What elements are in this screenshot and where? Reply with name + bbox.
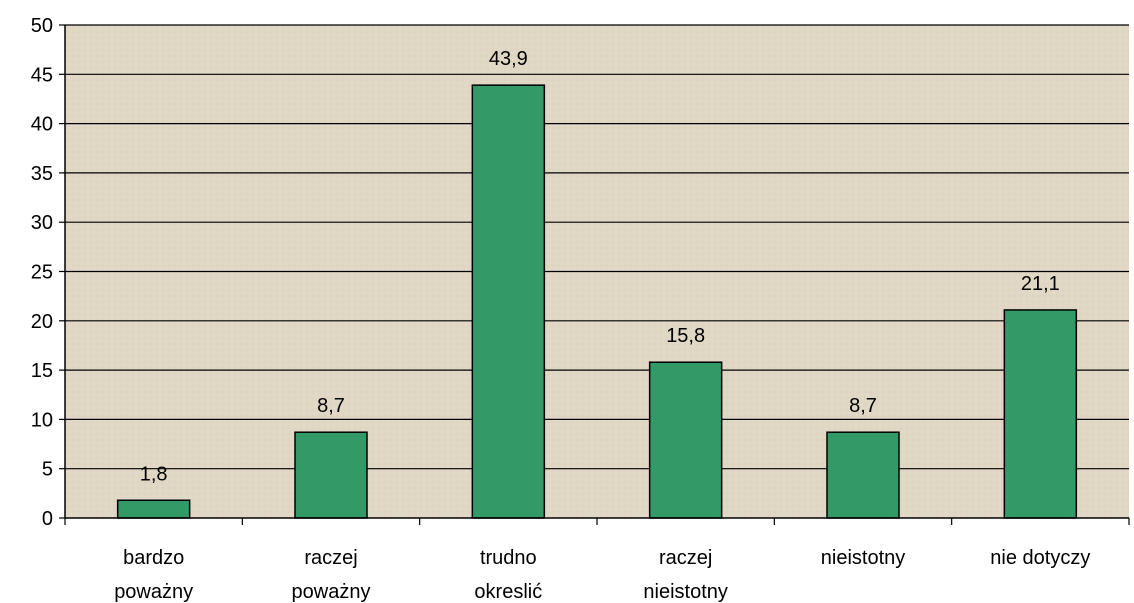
x-category-label-line: poważny [292, 581, 371, 603]
y-tick-label: 10 [31, 409, 53, 431]
x-category-label: nieistotny [821, 547, 906, 569]
y-tick-label: 45 [31, 64, 53, 86]
y-tick-label: 15 [31, 360, 53, 382]
bar [116, 499, 191, 519]
data-label: 15,8 [666, 325, 705, 347]
x-category-label-line: bardzo [123, 547, 184, 569]
y-tick-label: 50 [31, 15, 53, 37]
bar [826, 431, 900, 519]
y-tick-label: 30 [31, 212, 53, 234]
y-tick-label: 40 [31, 114, 53, 136]
bar [648, 361, 723, 519]
data-labels: 1,8 8,7 43,9 15,8 8,7 21,1 [140, 48, 1060, 485]
gridlines [65, 24, 1129, 470]
x-category-label-line: raczej [304, 547, 357, 569]
x-category-label-line: raczej [659, 547, 712, 569]
data-label: 43,9 [489, 48, 528, 70]
data-label: 1,8 [140, 463, 168, 485]
data-label: 21,1 [1021, 273, 1060, 295]
bars [116, 84, 1078, 519]
y-tick-label: 20 [31, 311, 53, 333]
bar [294, 431, 368, 519]
x-axis-labels: bardzo poważny raczej poważny trudno okreslić… [114, 547, 1090, 603]
x-category-label: trudno okreslić [474, 547, 542, 603]
bar [471, 84, 546, 519]
x-category-label-line: okreslić [474, 581, 542, 603]
x-category-label-line: nieistotny [643, 581, 728, 603]
y-tick-label: 35 [31, 163, 53, 185]
data-label: 8,7 [849, 395, 877, 417]
y-axis-ticks: 0 5 10 15 20 25 30 35 40 45 50 [31, 15, 65, 530]
x-category-label-line: trudno [480, 547, 537, 569]
x-category-label-line: nie dotyczy [990, 547, 1090, 569]
x-category-label: raczej poważny [292, 547, 371, 603]
bar [1003, 309, 1078, 519]
x-category-label-line: nieistotny [821, 547, 906, 569]
y-tick-label: 0 [42, 508, 53, 530]
y-tick-label: 25 [31, 262, 53, 284]
x-category-label: bardzo poważny [114, 547, 193, 603]
x-category-label-line: poważny [114, 581, 193, 603]
x-category-label: raczej nieistotny [643, 547, 728, 603]
data-label: 8,7 [317, 395, 345, 417]
x-category-label: nie dotyczy [990, 547, 1090, 569]
y-tick-label: 5 [42, 459, 53, 481]
